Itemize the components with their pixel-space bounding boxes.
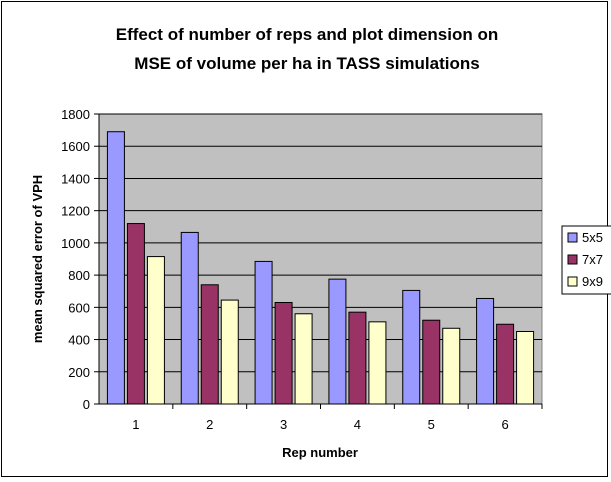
bar-5x5-rep-4: [328, 278, 347, 405]
bar-7x7-rep-1: [126, 223, 145, 405]
bar-9x9-rep-1: [146, 256, 165, 405]
y-tick-label: 200: [68, 365, 90, 380]
y-tick-labels: 0 200 400 600 800 1000 1200 1400 1600 1800: [61, 107, 90, 412]
legend-swatch-9x9: [567, 276, 578, 287]
bar-9x9-rep-5: [442, 327, 461, 405]
bar-7x7-rep-5: [422, 319, 441, 405]
legend-swatch-7x7: [567, 254, 578, 265]
bar-5x5-rep-3: [254, 260, 273, 405]
bar-7x7-rep-6: [496, 323, 515, 405]
chart-title-line-2: MSE of volume per ha in TASS simulations: [134, 54, 479, 73]
x-tick-label: 2: [206, 417, 213, 432]
y-tick-label: 600: [68, 300, 90, 315]
x-axis-title: Rep number: [282, 445, 358, 460]
legend-label-5x5: 5x5: [582, 230, 603, 245]
legend-label-9x9: 9x9: [582, 274, 603, 289]
bar-7x7-rep-4: [348, 311, 367, 405]
x-tick-label: 3: [280, 417, 287, 432]
bar-7x7-rep-2: [200, 284, 219, 405]
y-tick-label: 1000: [61, 236, 90, 251]
x-tick-label: 4: [354, 417, 361, 432]
legend-items: 5x5 7x7 9x9: [567, 230, 603, 289]
y-tick-label: 400: [68, 333, 90, 348]
x-tick-label: 1: [132, 417, 139, 432]
legend: 5x5 7x7 9x9: [561, 225, 611, 295]
y-tick-label: 1800: [61, 107, 90, 122]
bar-9x9-rep-3: [294, 313, 313, 405]
bar-7x7-rep-3: [274, 302, 293, 405]
y-tick-label: 1600: [61, 139, 90, 154]
bar-5x5-rep-6: [476, 297, 495, 405]
bars: [106, 131, 535, 405]
axes: [94, 113, 543, 409]
bar-9x9-rep-2: [220, 299, 239, 405]
plot-area: [98, 113, 543, 405]
legend-swatch-5x5: [567, 232, 578, 243]
bar-9x9-rep-4: [368, 321, 387, 405]
y-tick-label: 1400: [61, 171, 90, 186]
chart-title-line-1: Effect of number of reps and plot dimens…: [116, 25, 499, 44]
legend-label-7x7: 7x7: [582, 252, 603, 267]
bar-9x9-rep-6: [516, 331, 535, 405]
x-tick-labels: 1 2 3 4 5 6: [132, 417, 508, 432]
x-tick-label: 6: [501, 417, 508, 432]
y-tick-label: 1200: [61, 204, 90, 219]
bar-5x5-rep-2: [180, 231, 199, 405]
y-tick-label: 800: [68, 268, 90, 283]
bar-5x5-rep-1: [106, 131, 125, 405]
y-axis-title: mean squared error of VPH: [30, 175, 45, 343]
x-tick-label: 5: [428, 417, 435, 432]
bar-5x5-rep-5: [402, 289, 421, 405]
y-tick-label: 0: [83, 397, 90, 412]
gridlines: [99, 113, 542, 373]
